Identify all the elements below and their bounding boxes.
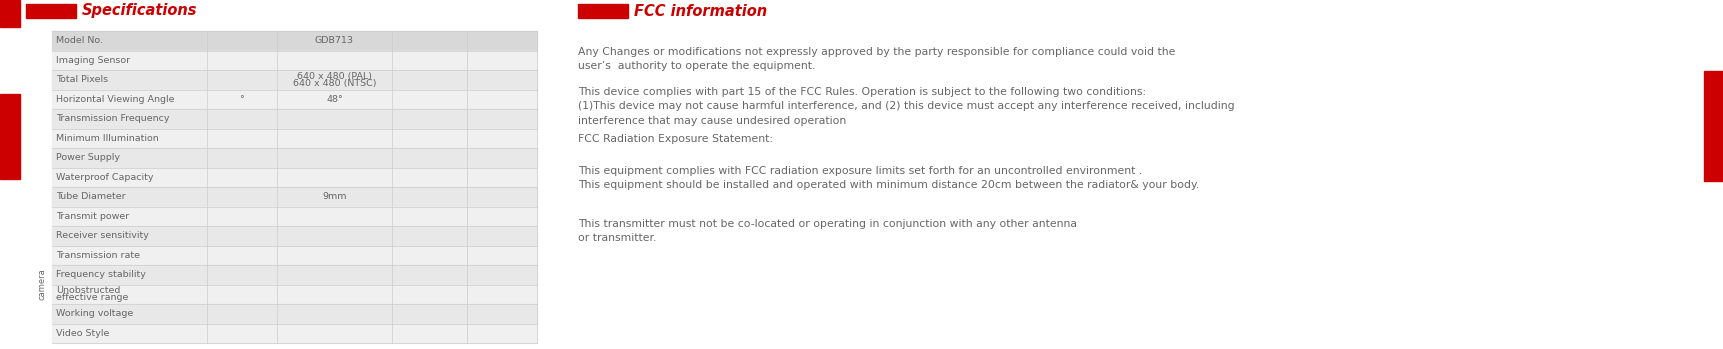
Text: Specifications: Specifications [83, 3, 198, 18]
Text: Transmission Frequency: Transmission Frequency [55, 114, 169, 123]
Bar [52, 207, 536, 226]
Bar [52, 304, 536, 324]
Bar [52, 168, 536, 187]
Bar [577, 4, 627, 18]
Bar [0, 0, 21, 27]
Text: Frequency stability: Frequency stability [55, 270, 146, 279]
Bar [52, 226, 536, 245]
Text: °: ° [239, 95, 245, 104]
Bar [1702, 71, 1723, 181]
Bar [52, 187, 536, 207]
Text: This device complies with part 15 of the FCC Rules. Operation is subject to the : This device complies with part 15 of the… [577, 87, 1234, 126]
Text: 640 x 480 (NTSC): 640 x 480 (NTSC) [293, 79, 376, 88]
Text: 640 x 480 (PAL): 640 x 480 (PAL) [296, 72, 372, 81]
Text: Total Pixels: Total Pixels [55, 75, 109, 84]
Bar [52, 31, 536, 51]
Text: Minimum Illumination: Minimum Illumination [55, 134, 159, 143]
Text: This transmitter must not be co-located or operating in conjunction with any oth: This transmitter must not be co-located … [577, 219, 1077, 243]
Bar [52, 284, 536, 304]
Bar [52, 148, 536, 168]
Bar [52, 70, 536, 89]
Bar [0, 94, 21, 179]
Bar [52, 89, 536, 109]
Text: Working voltage: Working voltage [55, 309, 133, 318]
Text: FCC Radiation Exposure Statement:: FCC Radiation Exposure Statement: [577, 134, 772, 144]
Text: Horizontal Viewing Angle: Horizontal Viewing Angle [55, 95, 174, 104]
Text: FCC information: FCC information [634, 3, 767, 18]
Bar [52, 245, 536, 265]
Text: Power Supply: Power Supply [55, 153, 121, 162]
Text: Any Changes or modifications not expressly approved by the party responsible for: Any Changes or modifications not express… [577, 47, 1175, 72]
Bar [26, 4, 76, 18]
Text: Imaging Sensor: Imaging Sensor [55, 56, 129, 65]
Bar [52, 128, 536, 148]
Text: 9mm: 9mm [322, 192, 346, 201]
Text: Tube Diameter: Tube Diameter [55, 192, 126, 201]
Text: Transmit power: Transmit power [55, 212, 129, 221]
Text: Waterproof Capacity: Waterproof Capacity [55, 173, 153, 182]
Text: effective range: effective range [55, 293, 128, 302]
Bar [52, 324, 536, 343]
Text: Receiver sensitivity: Receiver sensitivity [55, 231, 148, 240]
Bar [52, 51, 536, 70]
Text: Video Style: Video Style [55, 329, 109, 338]
Text: Unobstructed: Unobstructed [55, 286, 121, 295]
Bar [52, 109, 536, 128]
Text: camera: camera [38, 269, 47, 300]
Text: GDB713: GDB713 [315, 36, 353, 45]
Bar [52, 265, 536, 284]
Text: Transmission rate: Transmission rate [55, 251, 140, 260]
Text: Model No.: Model No. [55, 36, 103, 45]
Text: 48°: 48° [326, 95, 343, 104]
Text: This equipment complies with FCC radiation exposure limits set forth for an unco: This equipment complies with FCC radiati… [577, 166, 1199, 191]
